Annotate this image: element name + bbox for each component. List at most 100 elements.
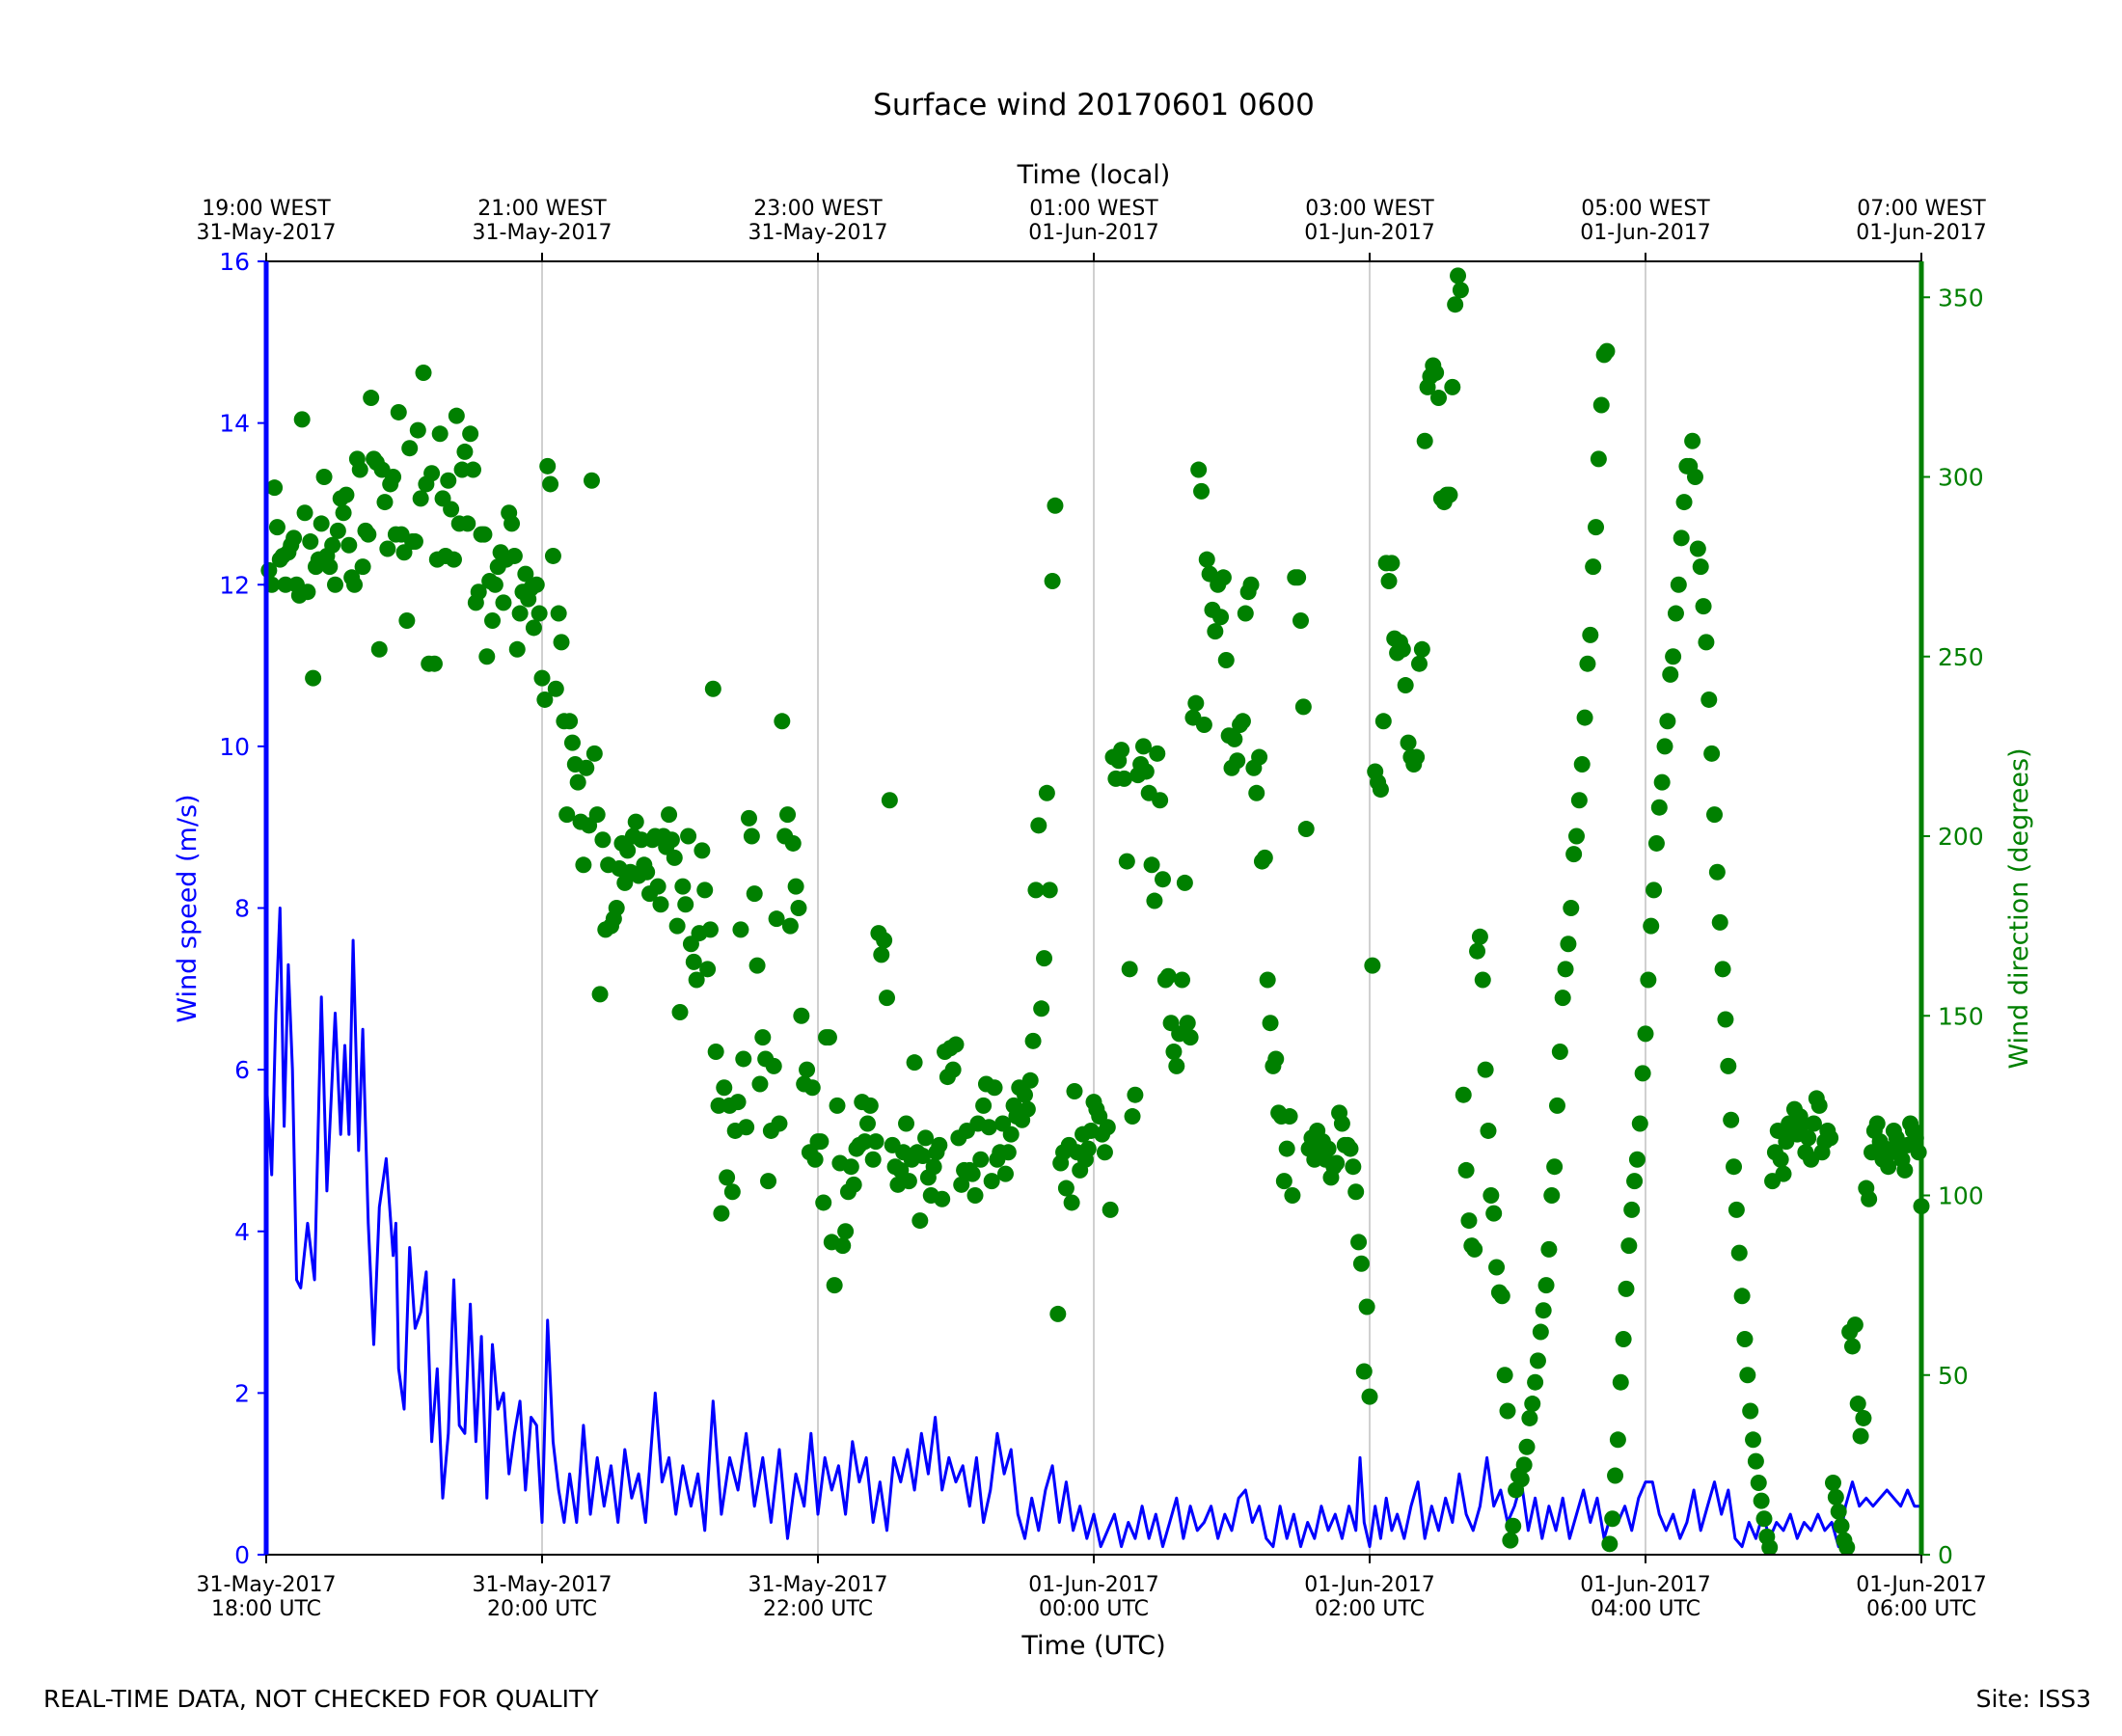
wind-direction-point	[1350, 1234, 1368, 1251]
wind-direction-point	[1471, 928, 1488, 945]
wind-direction-point	[845, 1176, 862, 1193]
bottom-tick-date: 01-Jun-2017	[1580, 1573, 1710, 1597]
wind-direction-point	[829, 1097, 846, 1114]
wind-direction-point	[1736, 1331, 1754, 1347]
wind-direction-point	[293, 411, 311, 428]
wind-direction-point	[1372, 781, 1389, 799]
wind-direction-point	[765, 1057, 782, 1074]
wind-direction-point	[680, 827, 697, 845]
wind-direction-point	[1057, 1180, 1075, 1197]
wind-direction-point	[1319, 1140, 1337, 1157]
right-tick-label: 50	[1938, 1362, 1969, 1390]
wind-direction-point	[1747, 1452, 1764, 1470]
wind-direction-point	[1700, 691, 1718, 708]
wind-direction-point	[1692, 558, 1709, 576]
wind-direction-point	[1143, 856, 1160, 874]
wind-direction-point	[1488, 1259, 1506, 1276]
wind-direction-point	[409, 421, 426, 439]
wind-direction-point	[1576, 709, 1593, 726]
wind-direction-point	[1019, 1100, 1036, 1118]
wind-direction-point	[1880, 1158, 1897, 1176]
wind-direction-point	[1637, 1025, 1654, 1043]
wind-direction-point	[296, 504, 313, 522]
wind-direction-point	[1615, 1331, 1632, 1347]
wind-direction-point	[1588, 519, 1605, 536]
wind-direction-point	[1049, 1305, 1067, 1322]
wind-direction-point	[1896, 1161, 1914, 1179]
wind-direction-point	[1728, 1201, 1745, 1218]
wind-direction-point	[1017, 1086, 1033, 1103]
wind-direction-point	[1733, 1288, 1751, 1305]
wind-direction-point	[1416, 432, 1433, 449]
wind-direction-point	[1910, 1144, 1927, 1161]
wind-direction-point	[649, 878, 667, 895]
top-tick-date: 31-May-2017	[197, 221, 337, 245]
wind-direction-point	[774, 713, 791, 730]
wind-speed-series	[264, 907, 1921, 1549]
left-tick-label: 6	[234, 1056, 250, 1084]
wind-direction-point	[719, 1169, 736, 1186]
wind-direction-point	[842, 1158, 859, 1176]
wind-direction-point	[1512, 1471, 1530, 1488]
top-axis-label: Time (local)	[1017, 160, 1171, 190]
wind-direction-point	[351, 461, 368, 478]
wind-direction-point	[768, 910, 785, 928]
wind-direction-point	[470, 583, 487, 601]
wind-direction-point	[305, 669, 322, 687]
wind-direction-point	[931, 1136, 948, 1153]
wind-direction-point	[815, 1194, 832, 1211]
wind-direction-point	[917, 1129, 935, 1147]
wind-direction-point	[1824, 1475, 1841, 1491]
wind-direction-point	[934, 1190, 951, 1207]
wind-direction-point	[1292, 612, 1309, 629]
wind-direction-point	[748, 957, 766, 974]
wind-direction-point	[1505, 1517, 1522, 1534]
wind-direction-point	[707, 1044, 724, 1060]
wind-direction-point	[803, 1079, 821, 1097]
wind-direction-point	[401, 440, 419, 457]
wind-direction-point	[1532, 1323, 1549, 1341]
right-tick-label: 100	[1938, 1182, 1984, 1210]
wind-direction-point	[329, 522, 346, 539]
wind-direction-point	[1347, 1183, 1365, 1201]
wind-direction-point	[563, 734, 581, 751]
wind-direction-point	[321, 558, 339, 576]
wind-direction-point	[746, 885, 763, 903]
wind-direction-point	[867, 1133, 884, 1151]
wind-direction-point	[338, 486, 355, 503]
wind-direction-point	[1730, 1244, 1748, 1261]
wind-direction-point	[1179, 1015, 1196, 1032]
top-tick-time: 23:00 WEST	[753, 197, 883, 221]
wind-direction-point	[1686, 469, 1703, 485]
wind-direction-point	[406, 533, 423, 551]
bottom-tick-time: 20:00 UTC	[487, 1597, 597, 1621]
wind-direction-point	[964, 1165, 981, 1182]
left-tick-label: 4	[234, 1218, 250, 1246]
bottom-tick-time: 18:00 UTC	[211, 1597, 321, 1621]
wind-direction-point	[694, 842, 711, 859]
wind-direction-point	[1570, 792, 1588, 809]
wind-direction-point	[1846, 1316, 1864, 1334]
wind-direction-point	[674, 878, 692, 895]
wind-direction-point	[1579, 655, 1596, 672]
wind-direction-point	[1477, 1061, 1494, 1078]
wind-direction-point	[1102, 1201, 1119, 1218]
wind-direction-point	[1673, 529, 1690, 547]
wind-direction-point	[713, 1205, 730, 1222]
wind-direction-point	[1822, 1129, 1839, 1147]
wind-direction-point	[462, 425, 479, 443]
wind-direction-point	[1810, 1097, 1828, 1114]
wind-direction-point	[1364, 957, 1381, 974]
top-tick-date: 31-May-2017	[473, 221, 612, 245]
wind-direction-point	[1413, 640, 1430, 658]
wind-direction-point	[799, 1061, 816, 1078]
wind-direction-point	[975, 1097, 993, 1114]
top-tick-date: 01-Jun-2017	[1580, 221, 1710, 245]
wind-direction-point	[812, 1133, 830, 1151]
wind-direction-point	[806, 1151, 824, 1168]
wind-direction-point	[980, 1119, 997, 1136]
wind-direction-point	[1397, 677, 1414, 694]
left-tick-label: 2	[234, 1379, 250, 1407]
wind-direction-point	[1134, 738, 1152, 755]
wind-direction-point	[1565, 846, 1583, 863]
